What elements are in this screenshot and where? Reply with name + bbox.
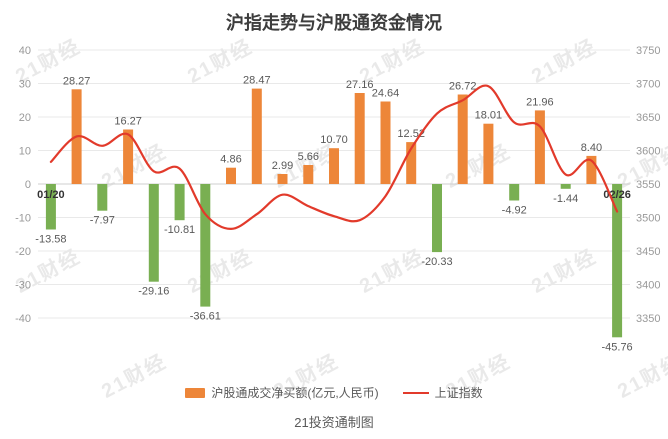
left-tick-label: 0 bbox=[25, 179, 31, 191]
right-tick-label: 3350 bbox=[636, 313, 660, 325]
bar bbox=[123, 129, 134, 184]
left-tick-label: 20 bbox=[19, 112, 31, 124]
bar-value-label: 5.66 bbox=[298, 151, 319, 163]
bar bbox=[509, 184, 520, 201]
caption: 21投资通制图 bbox=[294, 415, 374, 430]
bar-value-label: 26.72 bbox=[449, 81, 477, 93]
left-tick-label: -40 bbox=[15, 313, 31, 325]
bar bbox=[586, 155, 597, 184]
x-axis-labels: 01/20 02/26 bbox=[37, 189, 631, 201]
bar-value-label: 8.40 bbox=[581, 142, 602, 154]
bar bbox=[612, 184, 623, 338]
bar-value-label: -4.92 bbox=[502, 205, 527, 217]
x-label-start: 01/20 bbox=[37, 189, 65, 201]
left-axis-ticks: 40 30 20 10 0 -10 -20 -30 -40 bbox=[15, 45, 31, 325]
bar-value-label: 16.27 bbox=[114, 116, 142, 128]
legend-item-bar: 沪股通成交净买额(亿元,人民币) bbox=[185, 384, 379, 401]
line-legend-swatch bbox=[402, 391, 429, 394]
bar-value-label: -45.76 bbox=[601, 341, 632, 353]
chart-title: 沪指走势与沪股通资金情况 bbox=[226, 13, 442, 33]
bar bbox=[97, 184, 108, 211]
bar-value-label: 28.47 bbox=[243, 75, 271, 87]
bar bbox=[432, 184, 442, 253]
bar-value-labels: -13.58 28.27 -7.97 16.27 -29.16 -10.81 -36.61 4… bbox=[35, 75, 632, 354]
bar bbox=[174, 184, 185, 221]
bar bbox=[560, 184, 571, 189]
right-tick-label: 3700 bbox=[636, 79, 660, 91]
legend-item-line: 上证指数 bbox=[402, 384, 483, 401]
bar-value-label: 4.86 bbox=[220, 154, 241, 166]
left-tick-label: -30 bbox=[15, 280, 31, 292]
bar bbox=[148, 184, 159, 282]
bar bbox=[277, 174, 288, 184]
left-tick-label: -10 bbox=[15, 213, 31, 225]
bar bbox=[534, 110, 545, 184]
bar bbox=[251, 88, 262, 184]
right-tick-label: 3750 bbox=[636, 45, 660, 57]
bar bbox=[380, 101, 391, 184]
left-tick-label: 40 bbox=[19, 45, 31, 57]
bar-value-label: -20.33 bbox=[421, 256, 452, 268]
bar bbox=[406, 142, 417, 184]
bar bbox=[483, 123, 494, 184]
combo-chart: 40 30 20 10 0 -10 -20 -30 -40 3750 3700 3650 3600 355… bbox=[15, 45, 660, 354]
bar-value-label: 27.16 bbox=[346, 79, 374, 91]
right-tick-label: 3650 bbox=[636, 112, 660, 124]
bar-value-label: -10.81 bbox=[164, 224, 195, 236]
bar-value-label: -36.61 bbox=[190, 311, 221, 323]
left-tick-label: 30 bbox=[19, 79, 31, 91]
right-tick-label: 3550 bbox=[636, 179, 660, 191]
bar-value-label: 18.01 bbox=[475, 110, 503, 122]
legend: 沪股通成交净买额(亿元,人民币) 上证指数 bbox=[0, 384, 668, 401]
bar bbox=[457, 94, 468, 184]
bar bbox=[329, 148, 339, 184]
bar-value-label: 10.70 bbox=[320, 134, 348, 146]
left-tick-label: -20 bbox=[15, 246, 31, 258]
line-legend-label: 上证指数 bbox=[434, 386, 483, 400]
right-tick-label: 3400 bbox=[636, 280, 660, 292]
bar-value-label: 24.64 bbox=[372, 88, 400, 100]
bar bbox=[45, 184, 56, 230]
bar-value-label: -13.58 bbox=[35, 234, 66, 246]
bar-legend-swatch bbox=[185, 387, 206, 398]
bar-value-label: 28.27 bbox=[63, 75, 91, 87]
right-tick-label: 3500 bbox=[636, 213, 660, 225]
bar-value-label: 2.99 bbox=[272, 160, 293, 172]
left-tick-label: 10 bbox=[19, 146, 31, 158]
bar bbox=[226, 167, 236, 184]
bar-value-label: 21.96 bbox=[526, 96, 554, 108]
right-axis-ticks: 3750 3700 3650 3600 3550 3500 3450 3400 3350 bbox=[636, 45, 660, 325]
index-line bbox=[49, 84, 619, 230]
bar bbox=[200, 184, 211, 307]
bar-value-label: -1.44 bbox=[553, 193, 578, 205]
bar-value-label: -7.97 bbox=[90, 215, 115, 227]
bar-value-label: -29.16 bbox=[138, 286, 169, 298]
bar bbox=[303, 165, 314, 184]
bar bbox=[354, 93, 365, 184]
right-tick-label: 3600 bbox=[636, 146, 660, 158]
bar-legend-label: 沪股通成交净买额(亿元,人民币) bbox=[211, 386, 379, 400]
right-tick-label: 3450 bbox=[636, 246, 660, 258]
